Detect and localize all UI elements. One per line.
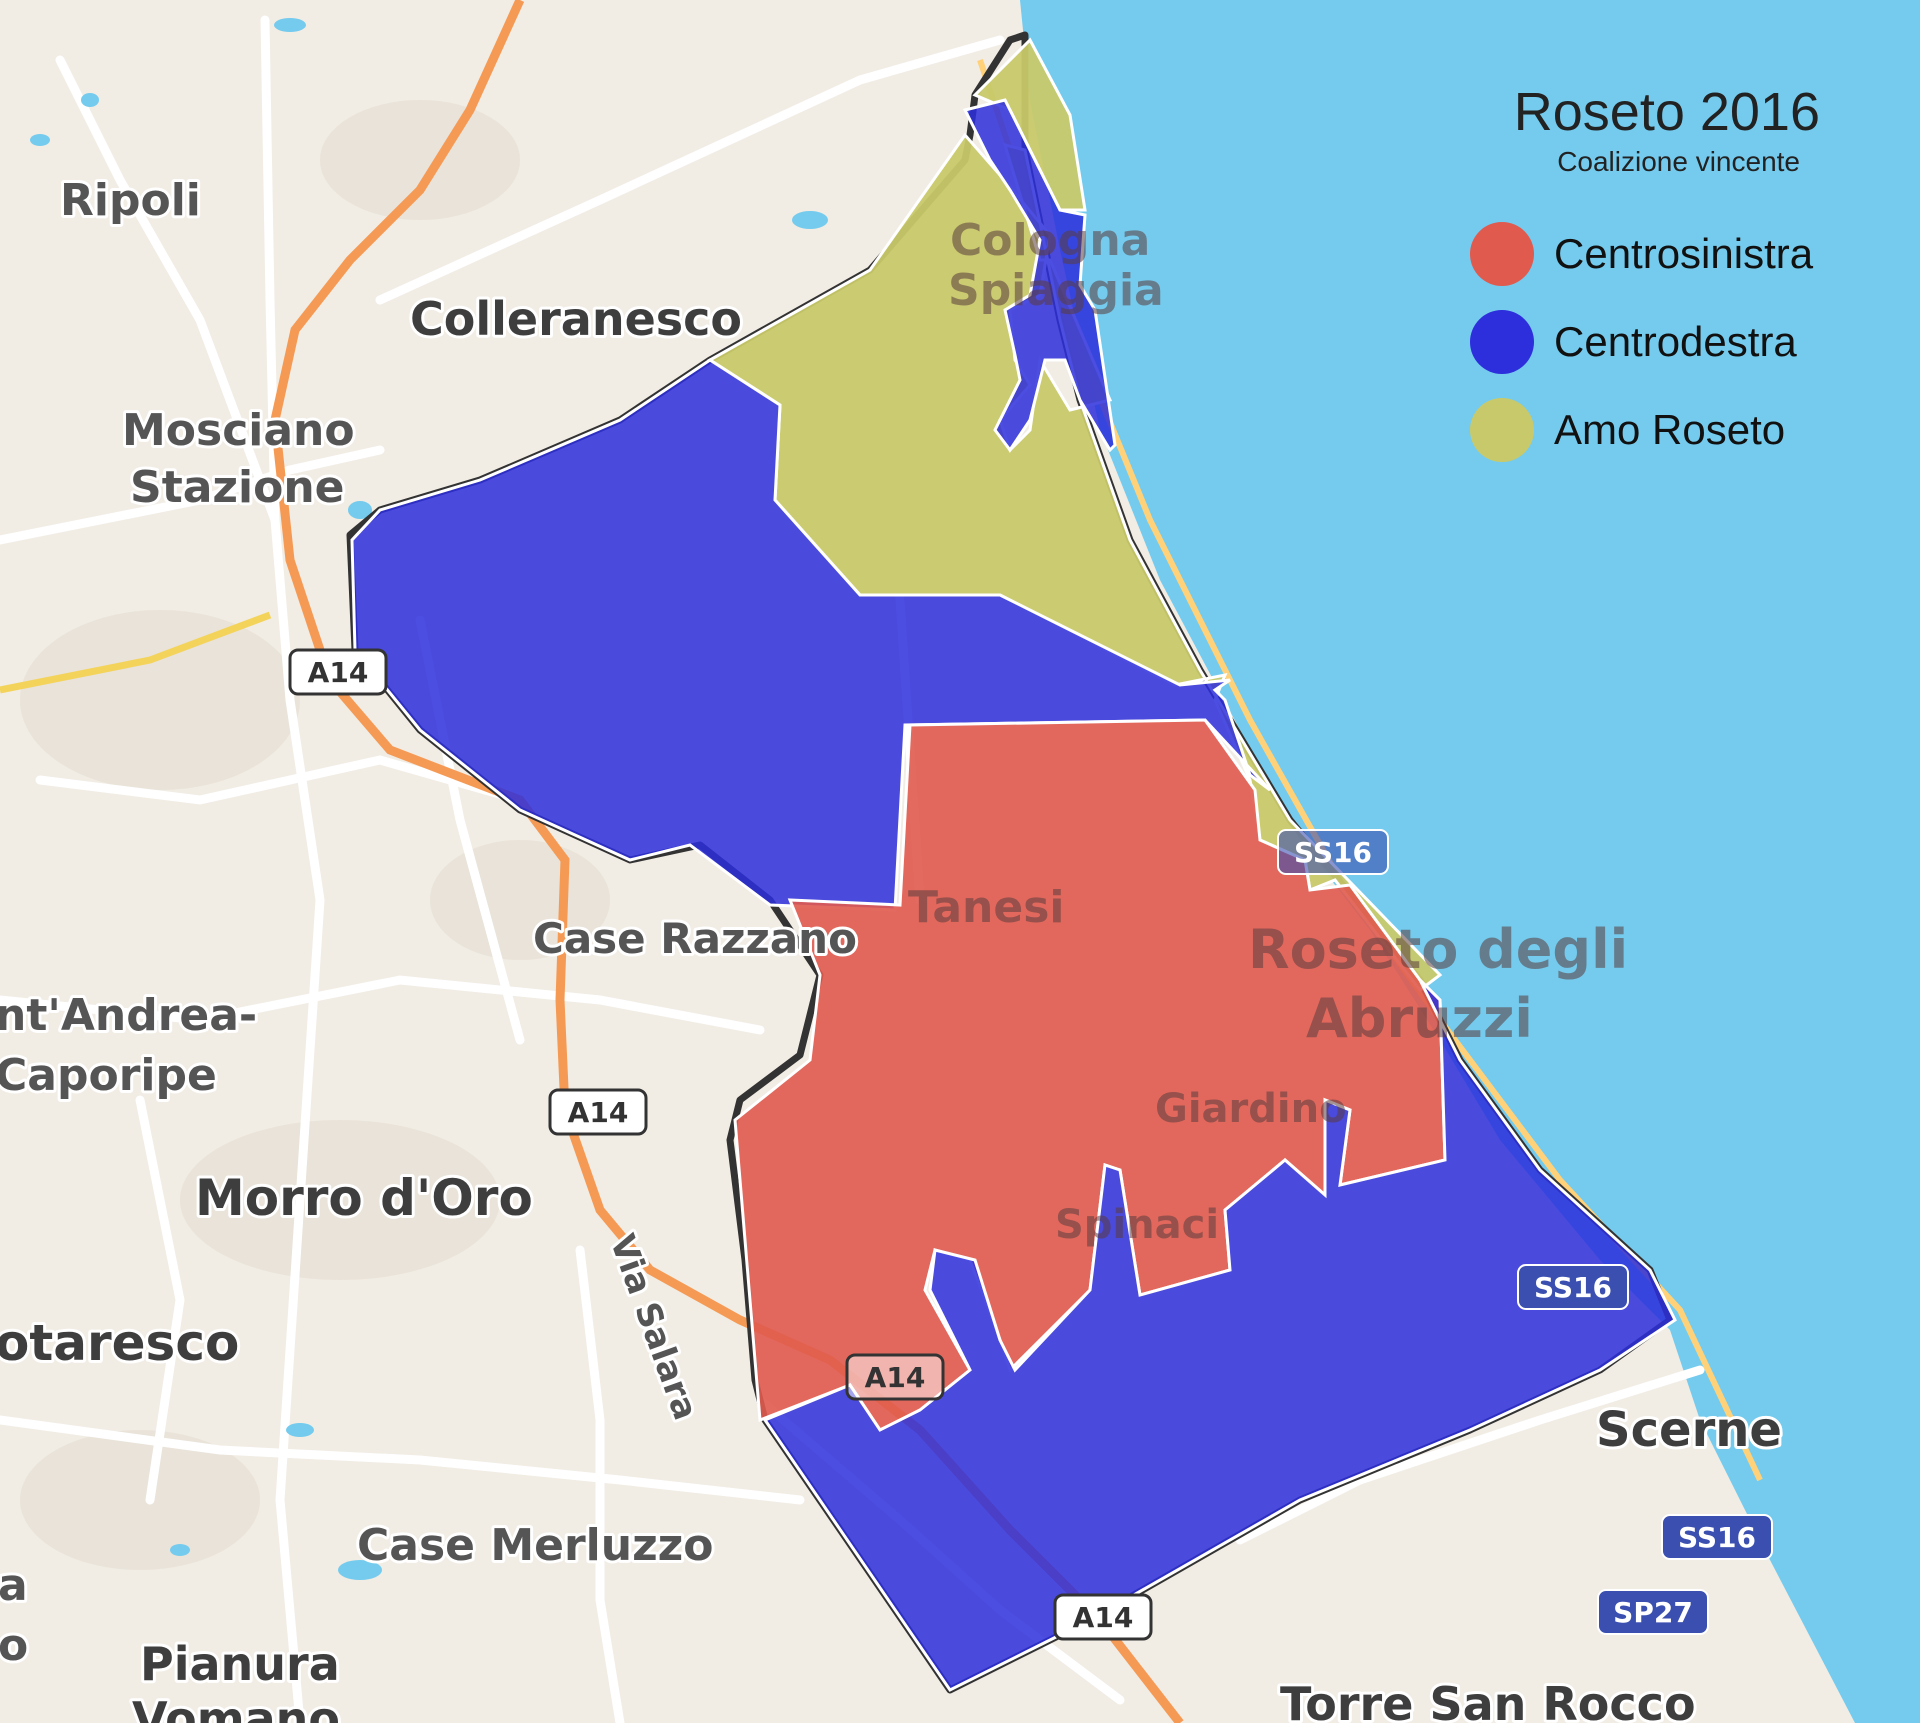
label-santandrea-2: Caporipe bbox=[0, 1050, 217, 1101]
label-case-merluzzo: Case Merluzzo bbox=[357, 1520, 714, 1571]
label-giardino: Giardino bbox=[1155, 1086, 1347, 1132]
label-scerne: Scerne bbox=[1596, 1402, 1782, 1458]
shield-a14-4: A14 bbox=[1053, 1593, 1153, 1641]
district-centrodestra-west bbox=[350, 358, 1272, 912]
roseto-districts bbox=[346, 31, 1677, 1694]
label-torre-san-rocco: Torre San Rocco bbox=[1280, 1677, 1696, 1723]
sea-area bbox=[1020, 0, 1920, 1723]
road-shields: A14 A14 A14 A14 SS16 SS16 SS16 SP27 bbox=[288, 648, 1773, 1641]
svg-text:SP27: SP27 bbox=[1613, 1596, 1693, 1629]
svg-text:A14: A14 bbox=[1073, 1601, 1134, 1634]
label-edge-a: a bbox=[0, 1560, 28, 1611]
map-legend: Roseto 2016 Coalizione vincente Centrosi… bbox=[1440, 80, 1880, 474]
svg-text:SS16: SS16 bbox=[1678, 1521, 1756, 1554]
legend-item-centrodestra: Centrodestra bbox=[1440, 298, 1880, 386]
shield-a14-1: A14 bbox=[288, 648, 388, 696]
label-edge-o: o bbox=[0, 1620, 28, 1671]
terrain-shading bbox=[20, 100, 610, 1570]
shield-ss16-1: SS16 bbox=[1277, 829, 1389, 875]
shield-ss16-3: SS16 bbox=[1661, 1514, 1773, 1560]
svg-text:SS16: SS16 bbox=[1294, 836, 1372, 869]
legend-dot-amo-roseto bbox=[1470, 398, 1534, 462]
label-ripoli: Ripoli bbox=[60, 175, 201, 226]
yellow-road bbox=[0, 611, 272, 694]
shield-a14-2: A14 bbox=[548, 1088, 648, 1136]
legend-title: Roseto 2016 bbox=[1513, 82, 1820, 142]
label-case-razzano: Case Razzano bbox=[533, 914, 857, 963]
place-labels: Ripoli Colleranesco Mosciano Stazione Co… bbox=[0, 172, 1785, 1723]
legend-label: Centrodestra bbox=[1554, 318, 1797, 365]
label-mosciano-1: Mosciano bbox=[122, 405, 355, 456]
district-centrodestra-south bbox=[762, 978, 1677, 1692]
district-centrodestra-north bbox=[962, 98, 1117, 453]
legend-label: Centrosinistra bbox=[1554, 230, 1814, 277]
label-cologna-2: Spiaggia bbox=[948, 265, 1164, 316]
legend-dot-centrosinistra bbox=[1470, 222, 1534, 286]
label-mosciano-2: Stazione bbox=[130, 462, 345, 513]
label-roseto-2: Abruzzi bbox=[1306, 987, 1533, 1050]
svg-text:A14: A14 bbox=[308, 656, 369, 689]
legend-dot-centrodestra bbox=[1470, 310, 1534, 374]
legend-item-amo-roseto: Amo Roseto bbox=[1440, 386, 1880, 474]
legend-item-centrosinistra: Centrosinistra bbox=[1440, 210, 1880, 298]
label-roseto-1: Roseto degli bbox=[1248, 918, 1628, 981]
label-colleranesco: Colleranesco bbox=[410, 292, 742, 346]
label-santandrea-1: nt'Andrea- bbox=[0, 990, 257, 1041]
label-morro: Morro d'Oro bbox=[195, 1169, 533, 1227]
label-cologna-1: Cologna bbox=[950, 215, 1150, 266]
label-notaresco: otaresco bbox=[0, 1314, 239, 1372]
svg-text:SS16: SS16 bbox=[1534, 1271, 1612, 1304]
water-bodies bbox=[30, 18, 828, 1580]
shield-a14-3: A14 bbox=[845, 1353, 945, 1401]
label-pianura-1: Pianura bbox=[140, 1637, 340, 1691]
svg-text:A14: A14 bbox=[568, 1096, 629, 1129]
label-spinaci: Spinaci bbox=[1055, 1202, 1219, 1248]
label-tanesi: Tanesi bbox=[908, 882, 1064, 933]
shield-sp27: SP27 bbox=[1597, 1589, 1709, 1635]
legend-subtitle: Coalizione vincente bbox=[1557, 146, 1800, 177]
legend-label: Amo Roseto bbox=[1554, 406, 1786, 453]
svg-text:A14: A14 bbox=[865, 1361, 926, 1394]
shield-ss16-2: SS16 bbox=[1517, 1264, 1629, 1310]
label-pianura-2: Vomano bbox=[132, 1692, 340, 1723]
